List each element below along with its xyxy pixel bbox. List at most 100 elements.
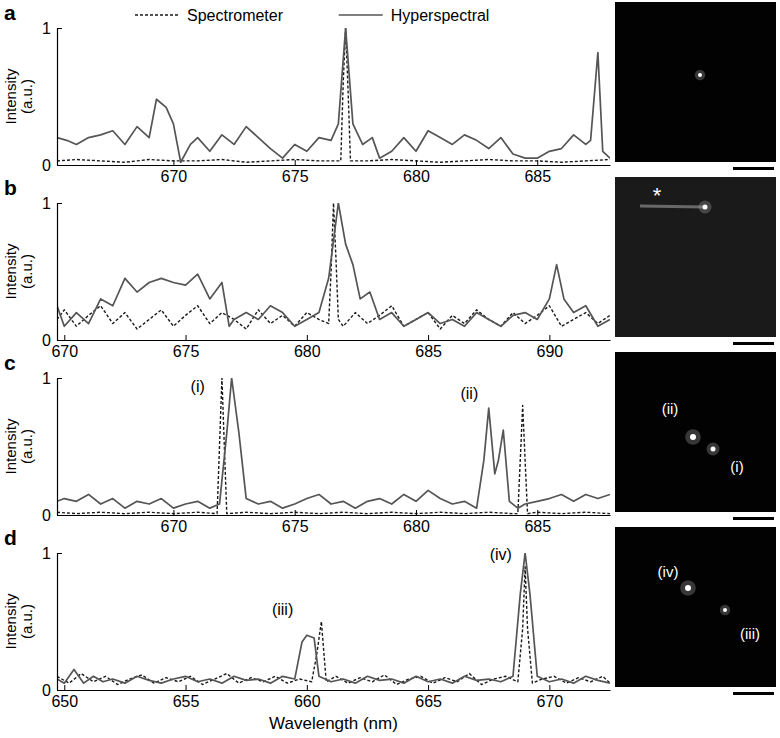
y-tick-label: 1 [42, 20, 51, 37]
x-tick-mark [173, 160, 174, 165]
x-tick-label: 670 [51, 343, 78, 360]
x-tick: 685 [524, 160, 551, 185]
x-tick-label: 650 [51, 693, 78, 710]
panel: 670 675 680 685 01 Intensity(a.u.) a Spectromet… [2, 1, 776, 185]
x-tick-mark [549, 335, 550, 340]
y-axis-title: Intensity [2, 68, 19, 124]
x-tick-label: 665 [415, 693, 442, 710]
x-tick-label: 680 [403, 168, 430, 185]
image-glow [680, 580, 696, 596]
x-tick-label: 660 [294, 693, 321, 710]
image-spot [703, 205, 708, 210]
x-axis: 650655660665670 [51, 685, 610, 710]
x-tick-label: 675 [282, 168, 309, 185]
y-tick: 1 [42, 370, 62, 387]
x-tick: 670 [161, 510, 188, 535]
y-axis-line [57, 29, 58, 166]
panel-label: d [4, 526, 17, 549]
x-tick-label: 670 [161, 518, 188, 535]
image-spot [698, 73, 702, 77]
x-tick-mark [428, 335, 429, 340]
legend-swatch [339, 14, 383, 16]
y-axis-title: Intensity [2, 243, 19, 299]
x-tick-mark [549, 685, 550, 690]
y-axis-title: (a.u.) [18, 604, 35, 639]
legend-label: Hyperspectral [391, 7, 490, 24]
x-tick: 685 [524, 510, 551, 535]
y-tick-mark [57, 553, 62, 554]
legend-swatch [135, 14, 179, 15]
annotation: (iv) [490, 546, 512, 563]
x-tick-label: 685 [415, 343, 442, 360]
y-axis: 01 [42, 20, 62, 174]
y-tick: 1 [42, 20, 62, 37]
x-tick-label: 680 [294, 343, 321, 360]
y-tick-mark [57, 28, 62, 29]
x-tick-label: 655 [173, 693, 200, 710]
x-axis-title: Wavelength (nm) [269, 714, 398, 733]
x-tick-mark [295, 160, 296, 165]
y-axis-line [57, 204, 58, 341]
y-axis-title: (a.u.) [18, 79, 35, 114]
panel-label: a [4, 1, 16, 24]
y-axis: 01 [42, 370, 62, 524]
image-glow [707, 443, 720, 456]
y-axis: 01 [42, 195, 62, 349]
panel: 65065566066567001Intensity(a.u.)Waveleng… [2, 526, 776, 733]
x-tick: 675 [282, 510, 309, 535]
plot-area [57, 378, 610, 514]
x-axis: 670 675 680 685 [58, 160, 611, 185]
series-line [57, 567, 610, 685]
x-tick-mark [64, 335, 65, 340]
series-line [57, 28, 610, 162]
image-spot [685, 585, 691, 591]
x-axis-line [58, 340, 611, 341]
x-tick-mark [307, 685, 308, 690]
y-axis-title: (a.u.) [18, 254, 35, 289]
x-tick: 675 [173, 335, 200, 360]
annotation: (i) [191, 378, 205, 395]
x-tick-mark [186, 335, 187, 340]
image-glow [699, 201, 712, 214]
x-axis-line [58, 165, 611, 166]
y-tick: 0 [42, 682, 62, 699]
y-axis-title: Intensity [2, 418, 19, 474]
x-tick-mark [295, 510, 296, 515]
legend: Spectrometer Hyperspectral [135, 7, 489, 24]
x-axis: 670 675 680 685 [58, 510, 611, 535]
image-spot [690, 434, 696, 440]
image-streak [640, 206, 705, 207]
x-tick: 670 [161, 160, 188, 185]
series-line [57, 378, 610, 508]
x-axis-line [58, 515, 611, 516]
inset-image: (iv)(iii) [615, 527, 776, 687]
image-glow [695, 70, 705, 80]
annotation: (iii) [272, 601, 293, 618]
x-tick-label: 670 [161, 168, 188, 185]
figure: 67067568068501Intensity(a.u.)aSpectromet… [0, 0, 780, 738]
y-tick-label: 0 [42, 507, 51, 524]
panel: 67067568068569001Intensity(a.u.)b* [2, 176, 776, 360]
x-tick: 675 [282, 160, 309, 185]
x-tick-mark [173, 510, 174, 515]
x-tick: 670 [51, 335, 78, 360]
image-label: (i) [730, 458, 743, 475]
y-tick: 1 [42, 545, 62, 562]
series-line [57, 203, 610, 329]
x-tick-mark [416, 160, 417, 165]
inset-image: * [615, 177, 776, 337]
plot-area [57, 203, 610, 329]
y-axis-line [57, 379, 58, 516]
x-tick: 650 [51, 685, 78, 710]
y-tick-label: 0 [42, 332, 51, 349]
x-tick: 680 [403, 510, 430, 535]
image-spot [711, 447, 716, 452]
x-tick-mark [186, 685, 187, 690]
y-tick-mark [57, 340, 62, 341]
panel-label: c [4, 351, 16, 374]
y-tick-label: 0 [42, 682, 51, 699]
panel: 67067568068501Intensity(a.u.)c(i)(ii)(ii… [2, 351, 776, 535]
image-label: (iii) [740, 625, 760, 642]
legend-label: Spectrometer [187, 7, 284, 24]
image-spot [723, 608, 727, 612]
